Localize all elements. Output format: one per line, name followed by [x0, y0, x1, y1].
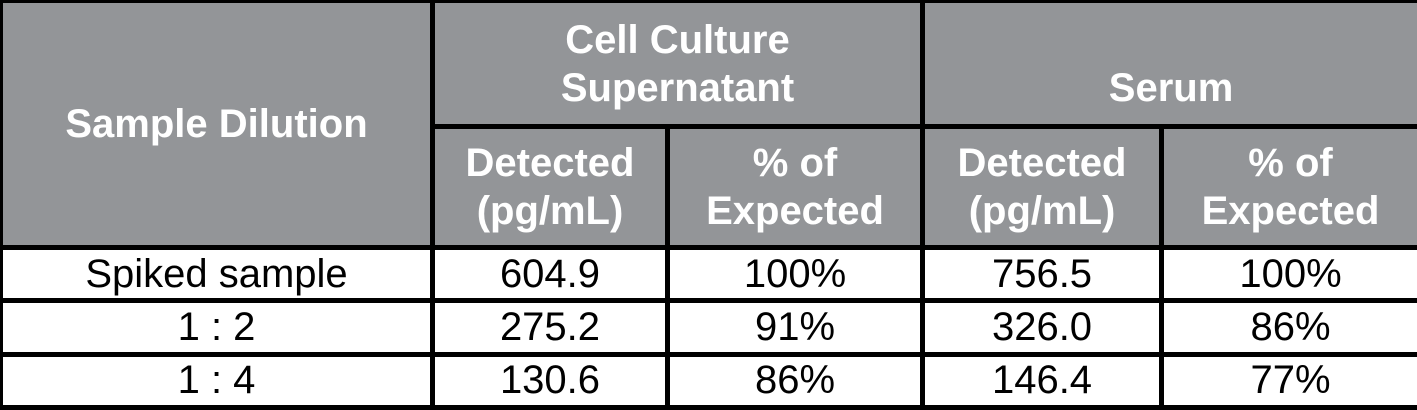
cell-dilution-label: 1 : 4 [0, 351, 435, 410]
cell-serum-percent-expected: 77% [1159, 351, 1417, 410]
table-row-1-4: 1 : 4 130.6 86% 146.4 77% [0, 351, 1417, 410]
cell-serum-detected: 326.0 [920, 298, 1165, 357]
cell-cc-detected: 604.9 [430, 244, 670, 304]
cell-cc-percent-expected: 86% [664, 351, 926, 410]
cell-serum-percent-expected: 100% [1159, 244, 1417, 304]
table-row-spiked-sample: Spiked sample 604.9 100% 756.5 100% [0, 244, 1417, 304]
column-header-sample-dilution: Sample Dilution [0, 0, 435, 250]
column-header-detected-serum: Detected (pg/mL) [920, 124, 1165, 250]
cell-cc-detected: 275.2 [430, 298, 670, 357]
cell-dilution-label: 1 : 2 [0, 298, 435, 357]
column-header-detected-cell-culture: Detected (pg/mL) [430, 124, 670, 250]
cell-serum-percent-expected: 86% [1159, 298, 1417, 357]
group-header-serum: Serum [920, 0, 1417, 129]
sub-header-row: Detected (pg/mL) % of Expected Detected … [2, 124, 1417, 250]
cell-dilution-label: Spiked sample [0, 244, 435, 304]
column-header-percent-expected-serum: % of Expected [1159, 124, 1417, 250]
table-row-1-2: 1 : 2 275.2 91% 326.0 86% [0, 298, 1417, 357]
column-header-percent-expected-cell-culture: % of Expected [664, 124, 926, 250]
cell-cc-percent-expected: 100% [664, 244, 926, 304]
cell-serum-detected: 146.4 [920, 351, 1165, 410]
group-header-cell-culture-supernatant: Cell Culture Supernatant [429, 0, 926, 129]
group-header-row: Sample Dilution Cell Culture Supernatant… [0, 0, 1417, 250]
cell-cc-detected: 130.6 [430, 351, 670, 410]
cell-cc-percent-expected: 91% [664, 298, 926, 357]
cell-serum-detected: 756.5 [920, 244, 1165, 304]
